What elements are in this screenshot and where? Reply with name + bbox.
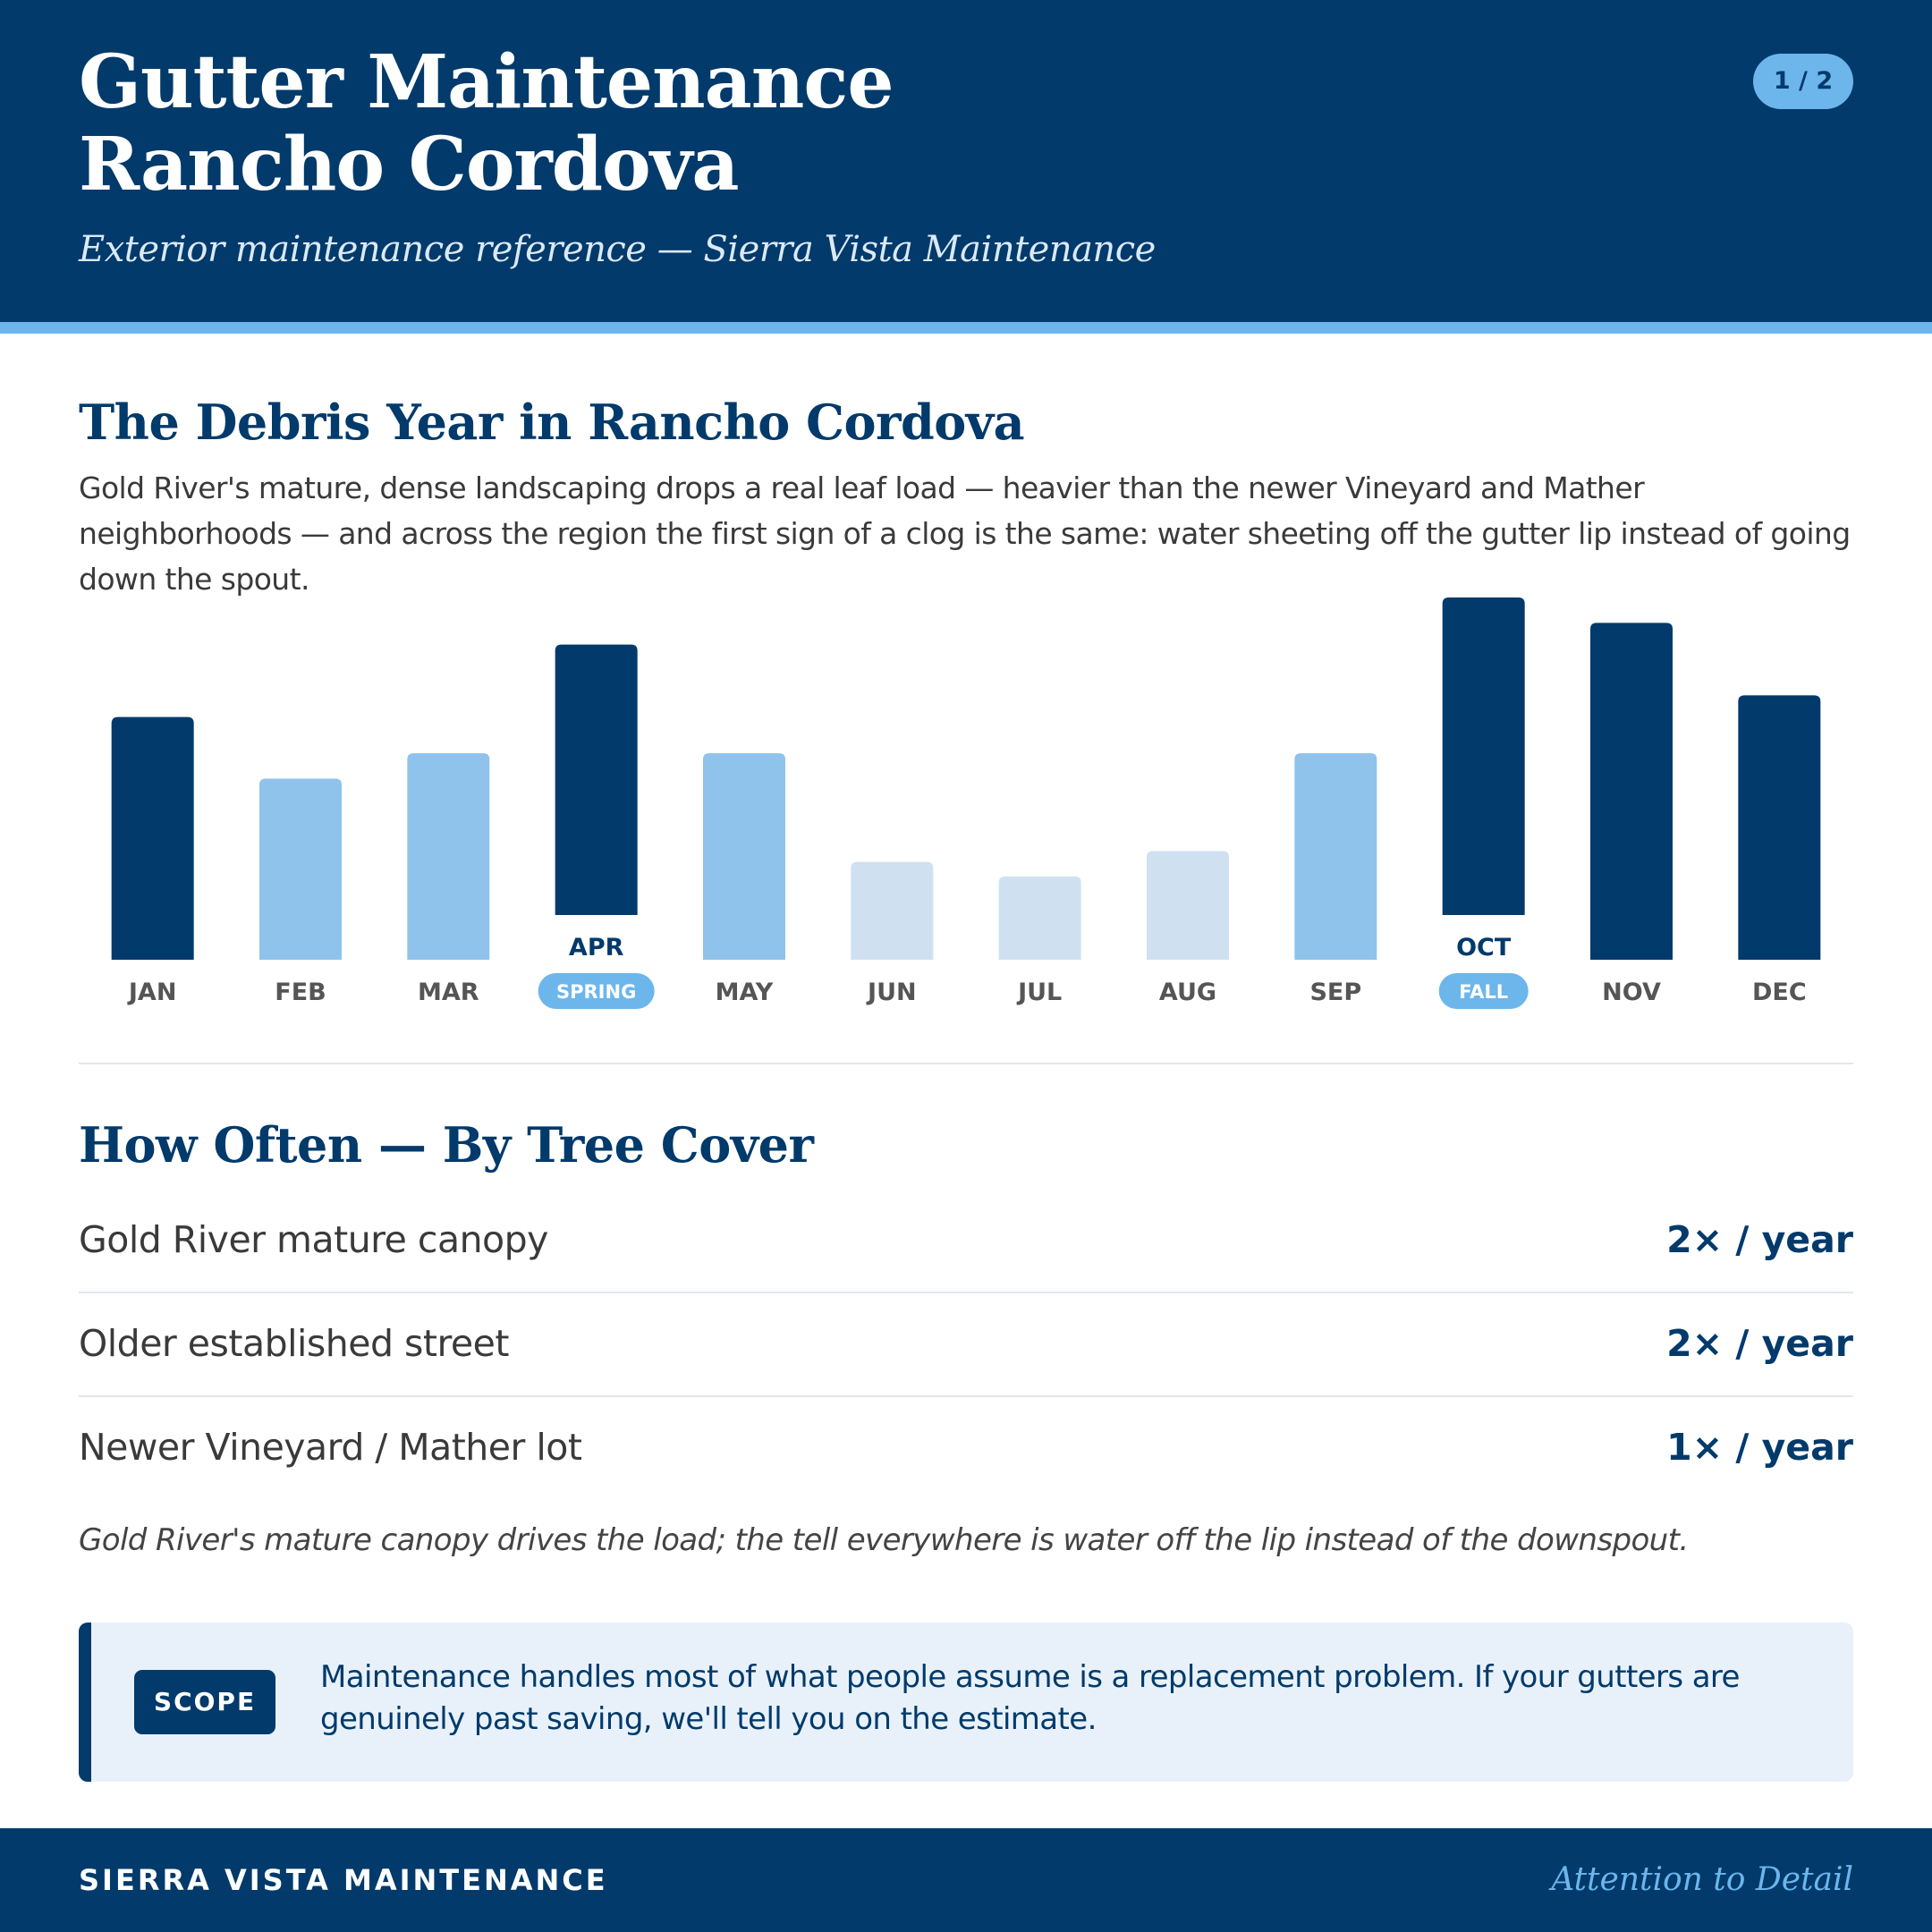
footer-brand: SIERRA VISTA MAINTENANCE: [79, 1863, 608, 1897]
tick-label-apr: APR: [569, 934, 624, 962]
debris-heading: The Debris Year in Rancho Cordova: [79, 394, 1025, 451]
frequency-row-value: 2× / year: [1666, 1218, 1853, 1261]
frequency-row: Older established street 2× / year: [79, 1292, 1853, 1395]
season-badge-label: FALL: [1459, 981, 1508, 1003]
tick-label-mar: MAR: [418, 979, 479, 1006]
tick-label-may: MAY: [716, 979, 774, 1006]
tick-label-oct: OCT: [1456, 934, 1512, 962]
page-indicator: 1 / 2: [1753, 54, 1853, 109]
bar-mar: [407, 753, 490, 960]
tick-label-sep: SEP: [1309, 979, 1361, 1006]
header: Gutter Maintenance Rancho Cordova Exteri…: [0, 0, 1932, 322]
scope-text: Maintenance handles most of what people …: [320, 1659, 1740, 1737]
bar-nov: [1590, 623, 1673, 960]
frequency-row-value: 2× / year: [1666, 1322, 1853, 1365]
footer-tagline: Attention to Detail: [1551, 1861, 1853, 1898]
debris-intro: Gold River's mature, dense landscaping d…: [79, 470, 1851, 597]
season-badge-spring: [538, 973, 655, 1009]
row-divider: [79, 1395, 1853, 1397]
tick-label-jun: JUN: [866, 979, 917, 1006]
season-badge-label: SPRING: [556, 981, 636, 1003]
frequency-row-label: Older established street: [79, 1322, 509, 1365]
scope-callout: SCOPE Maintenance handles most of what p…: [79, 1623, 1853, 1782]
bar-aug: [1147, 851, 1229, 960]
frequency-row-label: Newer Vineyard / Mather lot: [79, 1426, 582, 1469]
page-subtitle: Exterior maintenance reference — Sierra …: [79, 229, 1156, 270]
page-title: Gutter Maintenance Rancho Cordova: [79, 41, 1853, 206]
tick-label-nov: NOV: [1602, 979, 1661, 1006]
frequency-row: Newer Vineyard / Mather lot 1× / year: [79, 1395, 1853, 1499]
season-badge-fall: [1438, 973, 1529, 1009]
frequency-note: Gold River's mature canopy drives the lo…: [79, 1522, 1689, 1558]
footer: SIERRA VISTA MAINTENANCE Attention to De…: [0, 1828, 1932, 1932]
tick-label-feb: FEB: [275, 979, 326, 1006]
bar-feb: [259, 778, 342, 960]
row-divider: [79, 1292, 1853, 1293]
bar-oct: [1442, 597, 1525, 915]
scope-tag: SCOPE: [134, 1670, 275, 1734]
bar-dec: [1738, 695, 1821, 960]
bar-jul: [998, 876, 1081, 960]
bar-sep: [1294, 753, 1377, 960]
frequency-row: Gold River mature canopy 2× / year: [79, 1188, 1853, 1292]
section-divider: [79, 1063, 1853, 1064]
bar-jan: [111, 716, 194, 960]
title-line-1: Gutter Maintenance: [79, 39, 894, 125]
frequency-row-label: Gold River mature canopy: [79, 1218, 548, 1261]
bar-jun: [851, 861, 934, 960]
header-stripe: [0, 322, 1932, 334]
bar-apr: [555, 644, 638, 915]
title-line-2: Rancho Cordova: [79, 122, 740, 208]
bar-may: [703, 753, 785, 960]
frequency-row-value: 1× / year: [1666, 1426, 1853, 1469]
tick-label-aug: AUG: [1159, 979, 1216, 1006]
debris-bar-chart: JAN FEB MAR APR SPRING MAY JUN JUL AUG SEP OCT FALL…: [111, 597, 1821, 1009]
tick-label-jul: JUL: [1016, 979, 1062, 1006]
frequency-heading: How Often — By Tree Cover: [79, 1116, 814, 1174]
tick-label-dec: DEC: [1752, 979, 1807, 1006]
tick-label-jan: JAN: [127, 979, 177, 1006]
